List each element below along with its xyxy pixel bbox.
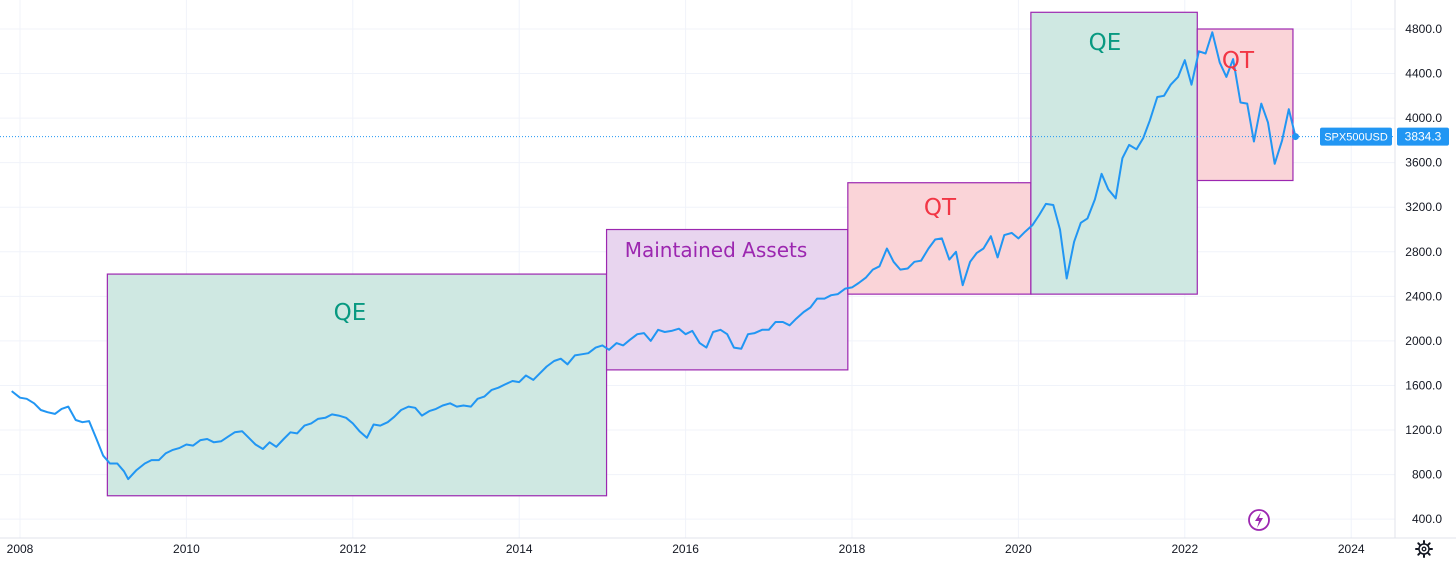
region-maintained-box[interactable] bbox=[605, 228, 849, 371]
x-tick-label: 2010 bbox=[173, 542, 200, 556]
region-label-qe: QE bbox=[334, 300, 367, 326]
region-label-qt: QT bbox=[924, 195, 957, 221]
y-axis: 400.0 800.0 1200.0 1600.0 2000.0 2400.0 2800.0… bbox=[1405, 22, 1442, 526]
y-tick-label: 3200.0 bbox=[1405, 200, 1442, 214]
last-price-label: SPX500USD 3834.3 bbox=[1320, 127, 1449, 146]
y-tick-label: 4800.0 bbox=[1405, 22, 1442, 36]
last-value-label: 3834.3 bbox=[1405, 130, 1442, 144]
x-axis-area[interactable] bbox=[0, 538, 1395, 565]
y-tick-label: 4000.0 bbox=[1405, 111, 1442, 125]
x-tick-label: 2024 bbox=[1338, 542, 1365, 556]
y-tick-label: 4400.0 bbox=[1405, 67, 1442, 81]
x-axis: 2008 2010 2012 2014 2016 2018 2020 2022 2024 bbox=[7, 542, 1365, 556]
last-point bbox=[1291, 133, 1299, 141]
y-tick-label: 1600.0 bbox=[1405, 378, 1442, 392]
x-tick-label: 2008 bbox=[7, 542, 34, 556]
last-value-badge bbox=[1397, 127, 1449, 146]
region-label-qe: QE bbox=[1089, 30, 1122, 56]
y-axis-area[interactable] bbox=[1395, 0, 1456, 538]
regions bbox=[106, 11, 1294, 497]
lightning-icon[interactable] bbox=[1248, 509, 1270, 531]
x-tick-label: 2022 bbox=[1171, 542, 1198, 556]
y-tick-label: 400.0 bbox=[1412, 512, 1442, 526]
y-tick-label: 1200.0 bbox=[1405, 423, 1442, 437]
y-tick-label: 2800.0 bbox=[1405, 245, 1442, 259]
symbol-label: SPX500USD bbox=[1324, 132, 1388, 144]
region-qe-box[interactable] bbox=[106, 273, 608, 497]
region-label-qt: QT bbox=[1222, 48, 1255, 74]
gear-icon[interactable] bbox=[1415, 540, 1433, 558]
symbol-badge bbox=[1320, 127, 1392, 146]
region-label-maintained: Maintained Assets bbox=[625, 238, 808, 262]
x-tick-label: 2012 bbox=[339, 542, 366, 556]
price-series bbox=[11, 31, 1299, 481]
x-tick-label: 2020 bbox=[1005, 542, 1032, 556]
region-qe-box[interactable] bbox=[1030, 11, 1198, 295]
x-tick-label: 2014 bbox=[506, 542, 533, 556]
y-tick-label: 3600.0 bbox=[1405, 156, 1442, 170]
y-tick-label: 800.0 bbox=[1412, 468, 1442, 482]
x-tick-label: 2018 bbox=[839, 542, 866, 556]
y-tick-label: 2000.0 bbox=[1405, 334, 1442, 348]
y-tick-label: 2400.0 bbox=[1405, 289, 1442, 303]
x-tick-label: 2016 bbox=[672, 542, 699, 556]
price-line bbox=[11, 31, 1297, 481]
overlay: QE Maintained Assets QT QE QT bbox=[0, 30, 1395, 326]
